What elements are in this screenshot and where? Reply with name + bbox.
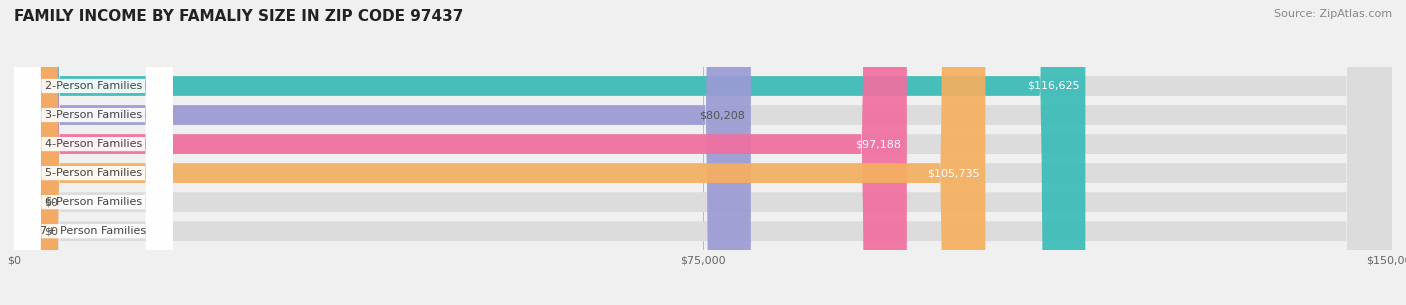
Text: $0: $0 <box>45 197 59 207</box>
FancyBboxPatch shape <box>14 0 907 305</box>
FancyBboxPatch shape <box>14 0 1085 305</box>
Text: 6-Person Families: 6-Person Families <box>45 197 142 207</box>
FancyBboxPatch shape <box>14 0 1392 305</box>
FancyBboxPatch shape <box>14 0 986 305</box>
Text: Source: ZipAtlas.com: Source: ZipAtlas.com <box>1274 9 1392 19</box>
FancyBboxPatch shape <box>14 0 173 305</box>
Text: 4-Person Families: 4-Person Families <box>45 139 142 149</box>
FancyBboxPatch shape <box>14 0 173 305</box>
FancyBboxPatch shape <box>14 0 1392 305</box>
Text: $116,625: $116,625 <box>1028 81 1080 91</box>
Text: 7+ Person Families: 7+ Person Families <box>41 226 146 236</box>
FancyBboxPatch shape <box>14 0 751 305</box>
FancyBboxPatch shape <box>14 0 173 305</box>
FancyBboxPatch shape <box>14 0 173 305</box>
Text: $0: $0 <box>45 226 59 236</box>
FancyBboxPatch shape <box>14 0 1392 305</box>
FancyBboxPatch shape <box>14 0 173 305</box>
Text: 5-Person Families: 5-Person Families <box>45 168 142 178</box>
FancyBboxPatch shape <box>14 0 1392 305</box>
FancyBboxPatch shape <box>14 0 1392 305</box>
FancyBboxPatch shape <box>14 0 1392 305</box>
Text: $105,735: $105,735 <box>927 168 980 178</box>
Text: 3-Person Families: 3-Person Families <box>45 110 142 120</box>
Text: FAMILY INCOME BY FAMALIY SIZE IN ZIP CODE 97437: FAMILY INCOME BY FAMALIY SIZE IN ZIP COD… <box>14 9 464 24</box>
Text: 2-Person Families: 2-Person Families <box>45 81 142 91</box>
Text: $80,208: $80,208 <box>699 110 745 120</box>
Text: $97,188: $97,188 <box>855 139 901 149</box>
FancyBboxPatch shape <box>14 0 173 305</box>
